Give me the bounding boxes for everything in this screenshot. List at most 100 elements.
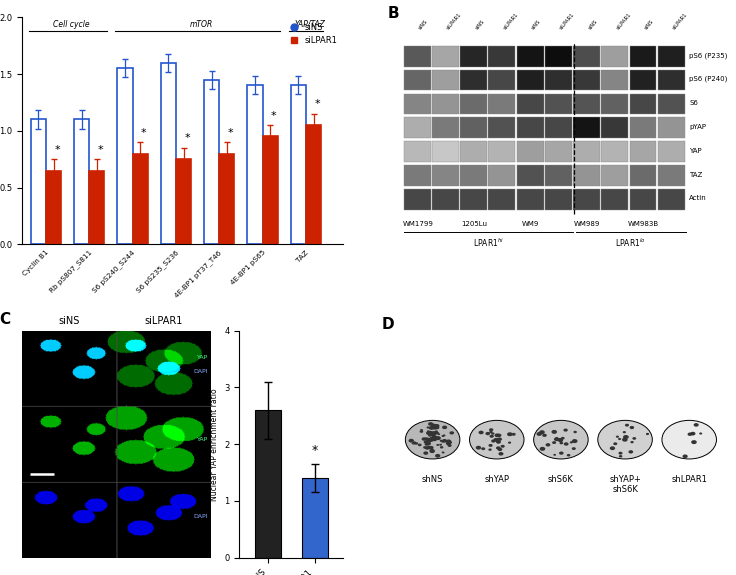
Circle shape xyxy=(616,436,619,438)
Bar xyxy=(176,159,191,244)
Circle shape xyxy=(690,432,696,435)
Circle shape xyxy=(413,442,417,444)
Text: siNS: siNS xyxy=(531,19,542,31)
Circle shape xyxy=(423,451,428,455)
FancyBboxPatch shape xyxy=(601,70,629,90)
Circle shape xyxy=(573,431,577,433)
FancyBboxPatch shape xyxy=(489,141,515,162)
FancyBboxPatch shape xyxy=(517,189,544,210)
FancyBboxPatch shape xyxy=(629,165,657,186)
FancyBboxPatch shape xyxy=(573,46,600,67)
Text: siLPAR1: siLPAR1 xyxy=(446,12,463,31)
Bar xyxy=(31,120,46,244)
Circle shape xyxy=(442,435,445,436)
Circle shape xyxy=(442,435,445,437)
FancyBboxPatch shape xyxy=(658,70,684,90)
Circle shape xyxy=(433,437,436,439)
Text: siNS: siNS xyxy=(418,19,429,31)
Bar xyxy=(46,171,61,244)
Text: *: * xyxy=(314,99,320,109)
Circle shape xyxy=(435,426,439,430)
Circle shape xyxy=(497,438,502,441)
FancyBboxPatch shape xyxy=(460,189,487,210)
Circle shape xyxy=(508,442,511,444)
Circle shape xyxy=(427,446,431,448)
Bar xyxy=(160,63,176,244)
Circle shape xyxy=(442,426,447,429)
Circle shape xyxy=(446,442,451,445)
Circle shape xyxy=(418,443,422,446)
Circle shape xyxy=(431,438,436,441)
Circle shape xyxy=(437,433,440,435)
Text: *: * xyxy=(97,145,103,155)
Text: WM983B: WM983B xyxy=(628,220,659,227)
Text: DAPI: DAPI xyxy=(194,369,208,374)
FancyBboxPatch shape xyxy=(460,117,487,138)
FancyBboxPatch shape xyxy=(517,70,544,90)
FancyBboxPatch shape xyxy=(404,70,431,90)
Circle shape xyxy=(447,444,452,447)
Circle shape xyxy=(429,437,434,440)
Circle shape xyxy=(429,449,435,453)
Circle shape xyxy=(440,446,443,448)
Circle shape xyxy=(425,439,431,443)
FancyBboxPatch shape xyxy=(601,117,629,138)
Circle shape xyxy=(426,442,431,445)
Text: shYAP: shYAP xyxy=(484,475,509,484)
Text: YAP: YAP xyxy=(197,355,208,361)
Text: *: * xyxy=(54,145,60,155)
Circle shape xyxy=(545,443,551,447)
Circle shape xyxy=(450,431,454,435)
FancyBboxPatch shape xyxy=(629,189,657,210)
Circle shape xyxy=(572,447,576,450)
Circle shape xyxy=(559,442,563,444)
Circle shape xyxy=(559,439,563,442)
Text: WM9: WM9 xyxy=(522,220,539,227)
Y-axis label: Nuclear YAP enrichment ratio: Nuclear YAP enrichment ratio xyxy=(210,388,219,500)
Text: shYAP+
shS6K: shYAP+ shS6K xyxy=(609,475,641,494)
Circle shape xyxy=(428,446,434,450)
Circle shape xyxy=(629,450,633,454)
FancyBboxPatch shape xyxy=(629,141,657,162)
Circle shape xyxy=(489,444,492,447)
Circle shape xyxy=(563,428,567,432)
FancyBboxPatch shape xyxy=(489,165,515,186)
Circle shape xyxy=(564,442,569,446)
Circle shape xyxy=(422,438,426,440)
Circle shape xyxy=(481,447,485,450)
Text: C: C xyxy=(0,312,10,328)
Circle shape xyxy=(491,432,495,435)
FancyBboxPatch shape xyxy=(545,165,572,186)
Circle shape xyxy=(559,438,563,441)
Circle shape xyxy=(554,438,559,441)
Text: siLPAR1: siLPAR1 xyxy=(559,12,576,31)
Circle shape xyxy=(534,420,588,459)
Circle shape xyxy=(618,438,621,440)
FancyBboxPatch shape xyxy=(573,70,600,90)
FancyBboxPatch shape xyxy=(460,70,487,90)
Circle shape xyxy=(626,436,629,438)
Circle shape xyxy=(553,454,556,456)
Circle shape xyxy=(629,426,634,429)
Circle shape xyxy=(420,429,423,431)
Circle shape xyxy=(618,452,623,455)
FancyBboxPatch shape xyxy=(489,70,515,90)
Text: *: * xyxy=(271,110,277,121)
Text: D: D xyxy=(381,317,394,332)
FancyBboxPatch shape xyxy=(489,94,515,114)
Text: LPAR1$^{hi}$: LPAR1$^{hi}$ xyxy=(473,236,504,249)
Bar xyxy=(291,85,306,244)
FancyBboxPatch shape xyxy=(460,165,487,186)
FancyBboxPatch shape xyxy=(601,141,629,162)
FancyBboxPatch shape xyxy=(601,94,629,114)
FancyBboxPatch shape xyxy=(573,94,600,114)
Circle shape xyxy=(512,433,516,436)
Circle shape xyxy=(448,441,452,444)
Circle shape xyxy=(428,439,433,442)
FancyBboxPatch shape xyxy=(489,189,515,210)
Circle shape xyxy=(429,431,432,433)
FancyBboxPatch shape xyxy=(432,141,459,162)
Text: siLPAR1: siLPAR1 xyxy=(615,12,632,31)
FancyBboxPatch shape xyxy=(517,117,544,138)
Circle shape xyxy=(570,441,573,443)
